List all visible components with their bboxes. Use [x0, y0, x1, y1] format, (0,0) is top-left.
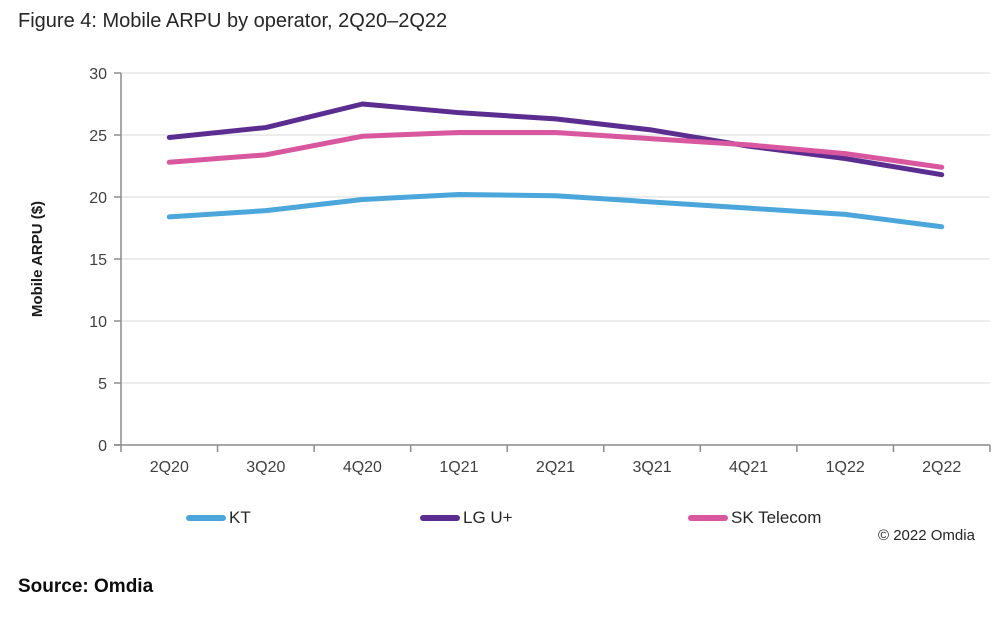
x-tick-label: 1Q22	[826, 459, 865, 476]
x-tick-label: 2Q22	[922, 459, 961, 476]
x-tick-label: 3Q21	[632, 459, 671, 476]
source-note: Source: Omdia	[18, 576, 154, 597]
y-tick-label: 0	[98, 438, 107, 455]
series-line-sk-telecom	[166, 130, 945, 170]
figure-title: Figure 4: Mobile ARPU by operator, 2Q20–…	[18, 10, 448, 32]
legend-label-kt: KT	[229, 508, 251, 527]
series-line-kt	[166, 192, 945, 230]
x-tick-label: 3Q20	[246, 459, 285, 476]
chart-legend: KT LG U+ SK Telecom	[0, 506, 1000, 534]
legend-item-sk-telecom: SK Telecom	[688, 506, 821, 530]
y-tick-label: 15	[89, 252, 107, 269]
y-tick-label: 5	[98, 376, 107, 393]
legend-label-lg-u: LG U+	[463, 508, 513, 527]
y-tick-label: 25	[89, 128, 107, 145]
y-tick-label: 10	[89, 314, 107, 331]
legend-item-lg-u: LG U+	[420, 506, 513, 530]
series-line-lg-u	[166, 101, 945, 178]
legend-swatch-kt	[186, 515, 226, 521]
x-tick-label: 4Q21	[729, 459, 768, 476]
copyright-note: © 2022 Omdia	[878, 527, 975, 544]
x-tick-label: 1Q21	[439, 459, 478, 476]
x-tick-label: 2Q21	[536, 459, 575, 476]
y-tick-label: 20	[89, 190, 107, 207]
legend-label-sk-telecom: SK Telecom	[731, 508, 822, 527]
legend-swatch-lg-u	[420, 515, 460, 521]
legend-swatch-sk-telecom	[688, 515, 728, 521]
y-tick-label: 30	[89, 66, 107, 83]
arpu-line-chart: 0 5 10 15 20 25 30 2Q20 3Q20 4Q20 1Q21 2Q21 3Q21 4Q21…	[29, 66, 991, 476]
legend-item-kt: KT	[186, 506, 251, 530]
x-tick-label: 4Q20	[343, 459, 382, 476]
y-axis-title: Mobile ARPU ($)	[29, 201, 46, 317]
x-tick-label: 2Q20	[150, 459, 189, 476]
